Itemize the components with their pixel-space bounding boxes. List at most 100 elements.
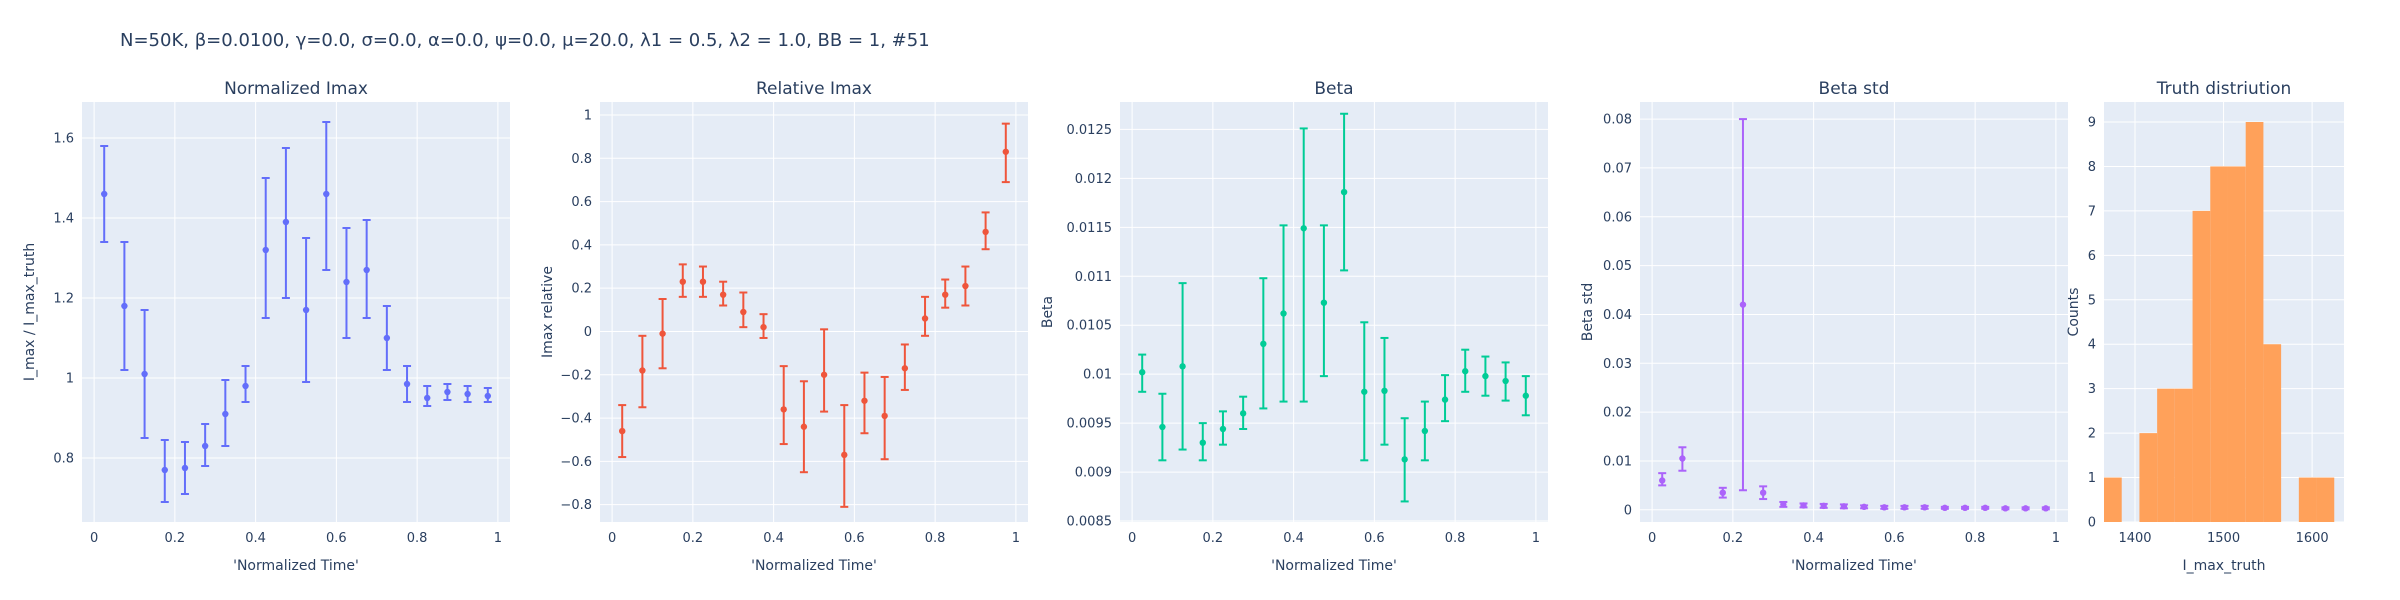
histogram-bar[interactable] bbox=[2210, 166, 2228, 522]
data-point[interactable] bbox=[1522, 392, 1529, 399]
y-axis-label: Imax relative bbox=[540, 266, 556, 358]
data-point[interactable] bbox=[1139, 369, 1146, 376]
data-point[interactable] bbox=[484, 392, 491, 400]
data-point[interactable] bbox=[242, 382, 249, 390]
data-point[interactable] bbox=[1780, 501, 1787, 508]
data-point[interactable] bbox=[444, 388, 451, 396]
data-point[interactable] bbox=[302, 306, 310, 314]
data-point[interactable] bbox=[1401, 456, 1408, 463]
data-point[interactable] bbox=[1921, 504, 1928, 511]
data-point[interactable] bbox=[1381, 387, 1388, 395]
data-point[interactable] bbox=[1462, 368, 1469, 375]
data-point[interactable] bbox=[262, 246, 269, 254]
histogram-bar[interactable] bbox=[2227, 166, 2246, 522]
data-point[interactable] bbox=[181, 464, 189, 472]
histogram-bar[interactable] bbox=[2263, 344, 2282, 522]
y-tick-label: 1.4 bbox=[53, 212, 74, 227]
data-point[interactable] bbox=[962, 282, 969, 290]
data-point[interactable] bbox=[1482, 372, 1489, 380]
x-tick-label: 0.4 bbox=[1283, 531, 1304, 546]
data-point[interactable] bbox=[780, 406, 787, 413]
data-point[interactable] bbox=[1860, 503, 1868, 511]
data-point[interactable] bbox=[1239, 410, 1247, 417]
data-point[interactable] bbox=[901, 365, 909, 372]
histogram-bar[interactable] bbox=[2192, 210, 2211, 522]
histogram-bar[interactable] bbox=[2139, 433, 2158, 522]
data-point[interactable] bbox=[1901, 504, 1908, 511]
y-tick-label: 0 bbox=[2088, 516, 2096, 531]
data-point[interactable] bbox=[1340, 188, 1348, 196]
data-point[interactable] bbox=[121, 302, 128, 310]
data-point[interactable] bbox=[679, 278, 686, 285]
y-tick-label: 0.0095 bbox=[1067, 417, 1113, 432]
data-point[interactable] bbox=[101, 190, 108, 198]
data-point[interactable] bbox=[1502, 377, 1509, 385]
data-point[interactable] bbox=[1159, 423, 1166, 431]
data-point[interactable] bbox=[1659, 477, 1666, 484]
data-point[interactable] bbox=[1800, 502, 1807, 509]
data-point[interactable] bbox=[1759, 489, 1767, 496]
data-point[interactable] bbox=[141, 370, 148, 378]
data-point[interactable] bbox=[1199, 439, 1206, 446]
histogram-bar[interactable] bbox=[2298, 477, 2317, 522]
data-point[interactable] bbox=[659, 330, 666, 337]
data-point[interactable] bbox=[1421, 427, 1429, 435]
data-point[interactable] bbox=[222, 410, 229, 418]
data-point[interactable] bbox=[639, 367, 646, 374]
data-point[interactable] bbox=[841, 451, 848, 459]
data-point[interactable] bbox=[760, 323, 767, 331]
data-point[interactable] bbox=[1719, 489, 1726, 496]
data-point[interactable] bbox=[1982, 504, 1989, 512]
data-point[interactable] bbox=[1260, 340, 1267, 348]
y-tick-label: 0.0125 bbox=[1067, 123, 1113, 138]
histogram-bar[interactable] bbox=[2174, 388, 2193, 522]
histogram-bar[interactable] bbox=[2157, 388, 2175, 522]
data-point[interactable] bbox=[383, 334, 391, 342]
data-point[interactable] bbox=[1320, 299, 1328, 306]
plot-area bbox=[600, 102, 1028, 522]
data-point[interactable] bbox=[2022, 505, 2029, 512]
data-point[interactable] bbox=[323, 190, 330, 198]
y-tick-label: 3 bbox=[2088, 382, 2096, 397]
data-point[interactable] bbox=[820, 371, 828, 378]
data-point[interactable] bbox=[1002, 148, 1009, 155]
data-point[interactable] bbox=[1280, 310, 1287, 317]
data-point[interactable] bbox=[1179, 363, 1186, 370]
data-point[interactable] bbox=[1739, 301, 1747, 308]
histogram-bar[interactable] bbox=[2245, 122, 2264, 522]
data-point[interactable] bbox=[1679, 455, 1686, 462]
data-point[interactable] bbox=[464, 390, 471, 398]
data-point[interactable] bbox=[1840, 503, 1848, 510]
x-axis-label: 'Normalized Time' bbox=[1791, 558, 1917, 574]
data-point[interactable] bbox=[1820, 502, 1827, 510]
data-point[interactable] bbox=[424, 394, 431, 402]
data-point[interactable] bbox=[800, 423, 808, 430]
data-point[interactable] bbox=[982, 228, 989, 236]
data-point[interactable] bbox=[1441, 396, 1449, 403]
data-point[interactable] bbox=[1300, 225, 1307, 232]
data-point[interactable] bbox=[619, 427, 626, 435]
data-point[interactable] bbox=[201, 442, 209, 450]
data-point[interactable] bbox=[343, 278, 350, 286]
data-point[interactable] bbox=[282, 218, 290, 226]
data-point[interactable] bbox=[881, 412, 888, 420]
data-point[interactable] bbox=[861, 397, 868, 404]
data-point[interactable] bbox=[719, 291, 727, 298]
data-point[interactable] bbox=[403, 380, 411, 388]
data-point[interactable] bbox=[1219, 425, 1227, 433]
data-point[interactable] bbox=[161, 466, 168, 474]
data-point[interactable] bbox=[921, 315, 929, 322]
data-point[interactable] bbox=[942, 291, 949, 298]
data-point[interactable] bbox=[1361, 388, 1368, 395]
data-point[interactable] bbox=[1881, 504, 1888, 511]
data-point[interactable] bbox=[699, 278, 707, 285]
histogram-bar[interactable] bbox=[2104, 477, 2122, 522]
y-tick-label: 4 bbox=[2088, 338, 2096, 353]
histogram-bar[interactable] bbox=[2316, 477, 2335, 522]
data-point[interactable] bbox=[363, 266, 370, 274]
data-point[interactable] bbox=[2002, 505, 2009, 512]
data-point[interactable] bbox=[2042, 505, 2049, 512]
data-point[interactable] bbox=[1961, 504, 1969, 512]
data-point[interactable] bbox=[740, 308, 747, 316]
data-point[interactable] bbox=[1941, 504, 1949, 512]
